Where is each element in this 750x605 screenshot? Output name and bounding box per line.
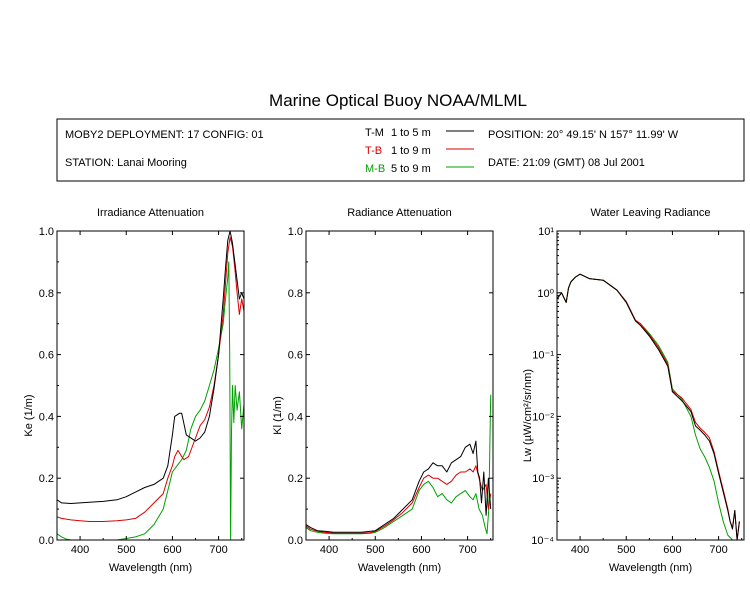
date-label: DATE: 21:09 (GMT) 08 Jul 2001 <box>488 157 645 169</box>
plot-frame <box>56 230 245 541</box>
series-t-b-line <box>557 273 740 540</box>
y-tick-label: 10⁻³ <box>532 473 554 485</box>
legend-code-t-m: T-M <box>365 127 384 139</box>
legend-entry-m-b: M-B 5 to 9 m <box>365 163 474 175</box>
series-m-b-line <box>57 261 244 540</box>
x-tick-label: 600 <box>663 544 681 556</box>
y-tick-label: 10⁻² <box>532 411 554 423</box>
info-box-frame <box>56 118 745 182</box>
x-tick-label: 600 <box>163 544 181 556</box>
info-box: MOBY2 DEPLOYMENT: 17 CONFIG: 01 STATION:… <box>56 118 745 182</box>
chart-title: Irradiance Attenuation <box>97 207 204 219</box>
x-tick-label: 400 <box>320 544 338 556</box>
y-tick-label: 0.4 <box>39 411 54 423</box>
series-t-b-line <box>57 236 244 522</box>
deployment-label: MOBY2 DEPLOYMENT: 17 CONFIG: 01 <box>65 129 264 141</box>
y-tick-label: 1.0 <box>288 226 303 238</box>
y-tick-label: 1.0 <box>39 226 54 238</box>
legend-range-t-m: 1 to 5 m <box>391 127 431 139</box>
x-tick-label: 700 <box>209 544 227 556</box>
legend-code-m-b: M-B <box>365 163 385 175</box>
legend-range-t-b: 1 to 9 m <box>391 145 431 157</box>
x-tick-label: 600 <box>412 544 430 556</box>
series-t-m-line <box>306 440 492 533</box>
y-axis-label: Lw (µW/cm²/sr/nm) <box>522 369 534 462</box>
x-tick-label: 500 <box>366 544 384 556</box>
x-axis-label: Wavelength (nm) <box>358 562 441 574</box>
legend-entry-t-b: T-B 1 to 9 m <box>365 145 474 157</box>
y-tick-label: 0.8 <box>288 288 303 300</box>
y-axis-label: Ke (1/m) <box>23 394 35 436</box>
position-label: POSITION: 20° 49.15' N 157° 11.99' W <box>488 129 679 141</box>
chart-title: Water Leaving Radiance <box>590 207 710 219</box>
y-tick-label: 0.6 <box>39 350 54 362</box>
legend-range-m-b: 5 to 9 m <box>391 163 431 175</box>
y-tick-label: 0.0 <box>288 535 303 547</box>
y-tick-label: 0.0 <box>39 535 54 547</box>
series-group <box>557 273 740 540</box>
series-m-b-line <box>557 273 733 540</box>
x-tick-label: 500 <box>117 544 135 556</box>
series-m-b-line <box>306 394 492 535</box>
x-axis-label: Wavelength (nm) <box>109 562 192 574</box>
y-axis-label: Kl (1/m) <box>272 396 284 435</box>
chart-title: Radiance Attenuation <box>347 207 452 219</box>
chart-panels: Irradiance Attenuation 400 500 600 700 0.0 0.2… <box>23 207 745 574</box>
x-tick-label: 500 <box>617 544 635 556</box>
y-tick-label: 0.2 <box>39 473 54 485</box>
y-tick-label: 10¹ <box>538 226 554 238</box>
y-tick-label: 10⁻¹ <box>532 350 554 362</box>
y-tick-label: 0.6 <box>288 350 303 362</box>
series-t-m-line <box>57 231 244 504</box>
chart-water-leaving: Water Leaving Radiance 400 500 600 700 10⁻⁴ 10… <box>522 207 745 574</box>
x-tick-label: 400 <box>571 544 589 556</box>
x-tick-label: 700 <box>458 544 476 556</box>
series-t-m-line <box>557 273 740 540</box>
y-tick-label: 10⁰ <box>537 288 554 300</box>
x-tick-label: 400 <box>71 544 89 556</box>
figure-title: Marine Optical Buoy NOAA/MLML <box>269 91 527 110</box>
plot-frame <box>556 230 745 541</box>
legend: T-M 1 to 5 m T-B 1 to 9 m M-B 5 to 9 m <box>365 127 474 175</box>
y-tick-label: 0.8 <box>39 288 54 300</box>
series-t-b-line <box>306 465 492 534</box>
x-tick-label: 700 <box>709 544 727 556</box>
x-axis-label: Wavelength (nm) <box>609 562 692 574</box>
y-tick-label: 10⁻⁴ <box>531 535 554 547</box>
y-tick-label: 0.2 <box>288 473 303 485</box>
chart-irradiance: Irradiance Attenuation 400 500 600 700 0.0 0.2… <box>23 207 245 574</box>
plot-frame <box>305 230 494 541</box>
legend-entry-t-m: T-M 1 to 5 m <box>365 127 474 139</box>
legend-code-t-b: T-B <box>365 145 382 157</box>
series-group <box>306 394 492 535</box>
chart-radiance: Radiance Attenuation 400 500 600 700 0.0 0.2 0.… <box>272 207 494 574</box>
series-group <box>57 231 244 540</box>
station-label: STATION: Lanai Mooring <box>65 157 187 169</box>
y-tick-label: 0.4 <box>288 411 303 423</box>
